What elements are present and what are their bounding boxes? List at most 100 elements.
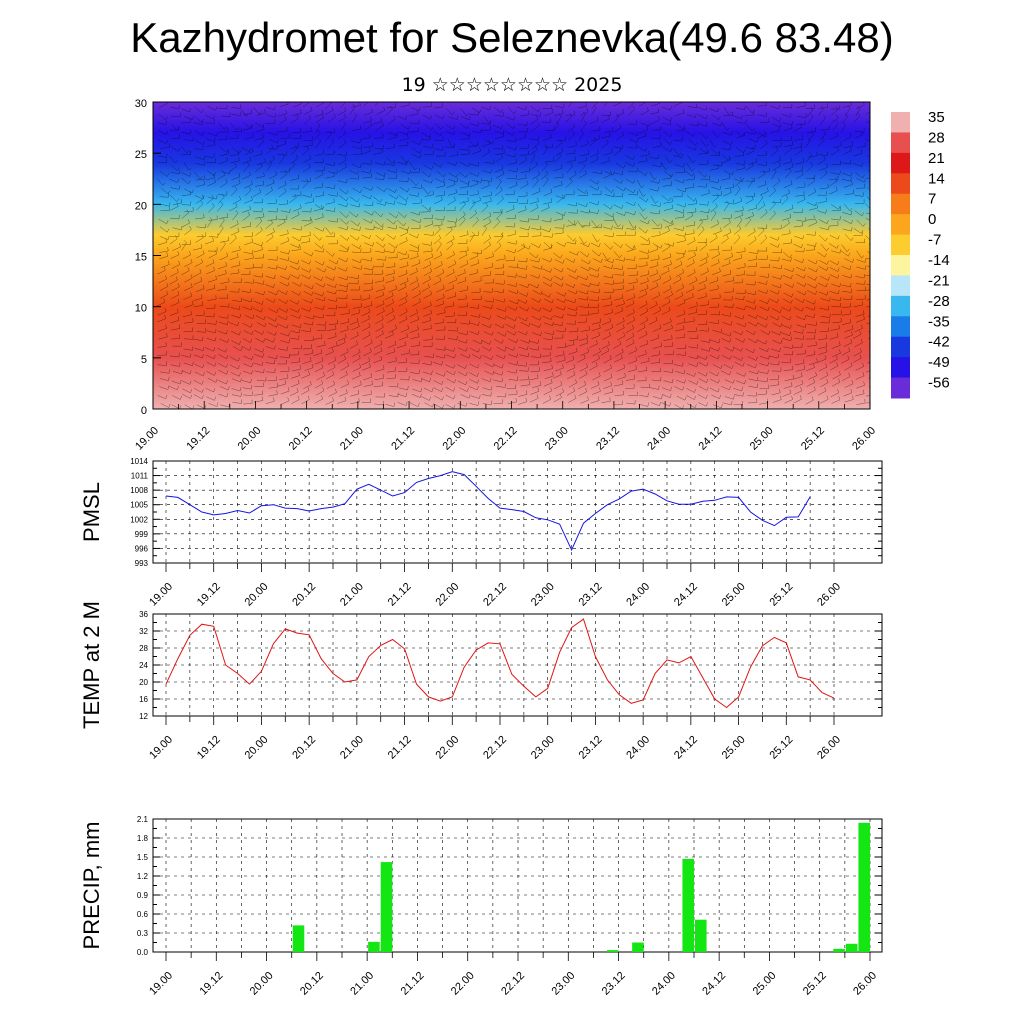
wind-barb <box>208 215 218 221</box>
wind-barb <box>169 308 179 316</box>
wind-barb <box>543 198 553 205</box>
wind-barb <box>712 191 722 196</box>
wind-barb <box>782 238 793 245</box>
wind-barb <box>460 394 471 399</box>
precip-bar <box>380 862 393 952</box>
y-tick-label: 30 <box>135 98 147 110</box>
wind-barb <box>721 332 732 337</box>
wind-barb <box>303 380 312 389</box>
wind-barb <box>579 139 589 148</box>
wind-barb <box>805 313 815 319</box>
wind-barb <box>243 355 254 361</box>
wind-barb <box>675 268 685 277</box>
wind-barb <box>495 280 505 285</box>
wind-barb <box>735 164 745 171</box>
wind-barb <box>338 257 348 263</box>
wind-barb <box>386 262 396 269</box>
wind-barb <box>252 263 263 269</box>
wind-barb <box>352 145 363 150</box>
wind-barb <box>481 346 492 352</box>
wind-barb <box>625 256 636 261</box>
wind-barb <box>675 126 685 132</box>
wind-barb <box>794 235 804 240</box>
wind-barb <box>159 290 169 299</box>
wind-barb <box>614 354 623 363</box>
wind-barb <box>699 327 709 332</box>
wind-barb <box>830 204 841 210</box>
wind-barb <box>411 224 421 229</box>
wind-barb <box>615 108 625 118</box>
wind-barb <box>769 360 780 366</box>
wind-barb <box>301 386 310 395</box>
wind-barb <box>638 261 648 268</box>
wind-barb <box>687 155 696 164</box>
wind-barb <box>529 197 539 205</box>
wind-barb <box>434 261 443 270</box>
wind-barb <box>782 251 793 259</box>
wind-barb <box>458 302 468 308</box>
wind-barb <box>508 289 519 295</box>
wind-barb <box>757 227 765 237</box>
colorbar-swatch <box>891 377 910 399</box>
wind-barb <box>568 130 575 141</box>
wind-barb <box>484 138 494 145</box>
wind-barb <box>384 248 395 253</box>
wind-barb <box>206 266 215 275</box>
wind-barb <box>277 290 288 295</box>
precip-panel: 0.00.30.60.91.21.51.82.119.00 19.12 20.00 2… <box>79 815 883 998</box>
wind-barb <box>158 102 168 108</box>
wind-barb <box>423 144 434 149</box>
wind-barb <box>315 137 322 149</box>
wind-barb <box>626 316 636 325</box>
wind-barb <box>566 387 576 396</box>
wind-barb <box>206 158 216 163</box>
wind-barb <box>421 207 431 213</box>
wind-barb <box>687 251 697 260</box>
wind-barb <box>458 171 468 178</box>
wind-barb <box>253 107 262 115</box>
wind-barb <box>301 145 309 156</box>
colorbar-label: 28 <box>928 129 945 146</box>
wind-barb <box>699 148 710 155</box>
wind-barb <box>160 369 170 374</box>
wind-barb <box>481 181 490 190</box>
wind-barb <box>613 192 624 198</box>
wind-barb <box>721 370 732 376</box>
wind-barb <box>205 259 215 267</box>
wind-barb <box>555 147 564 157</box>
wind-barb <box>207 295 217 301</box>
wind-barb <box>769 315 780 321</box>
wind-barb <box>567 219 578 227</box>
wind-barb <box>337 333 347 342</box>
wind-barb <box>649 261 659 269</box>
wind-barb <box>553 314 564 319</box>
wind-barb <box>350 203 361 208</box>
wind-barb <box>505 346 515 351</box>
wind-barb <box>615 257 625 262</box>
wind-barb <box>338 389 348 397</box>
wind-barb <box>565 340 575 347</box>
wind-barb <box>231 378 242 383</box>
wind-barb <box>351 371 361 380</box>
wind-barb <box>493 371 504 376</box>
wind-barb <box>337 151 347 157</box>
wind-barb <box>616 317 625 326</box>
wind-barb <box>841 318 851 326</box>
wind-barb <box>844 189 854 195</box>
wind-barb <box>205 304 216 309</box>
wind-barb <box>268 390 278 397</box>
wind-barb <box>315 387 325 396</box>
colorbar-label: -35 <box>928 313 950 330</box>
wind-barb <box>277 218 286 227</box>
wind-barb <box>253 361 264 366</box>
wind-barb <box>256 158 266 166</box>
wind-barb <box>373 381 384 387</box>
wind-barb <box>458 251 468 260</box>
wind-barb <box>434 196 443 205</box>
wind-barb <box>829 175 839 181</box>
wind-barb <box>508 353 519 358</box>
wind-barb <box>422 361 432 366</box>
colorbar-swatch <box>891 193 910 215</box>
wind-barb <box>529 135 539 141</box>
wind-barb <box>508 361 518 366</box>
